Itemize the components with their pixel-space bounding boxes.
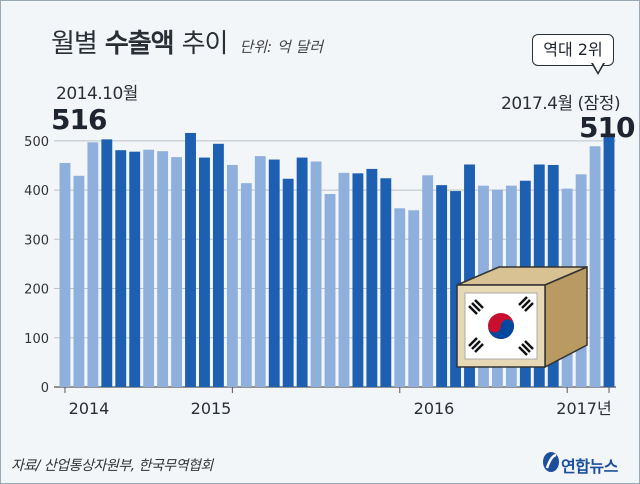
bar-2014.7 [143,149,155,387]
y-tick-label: 500 [24,135,49,150]
title-part-trend: 추이 [181,29,229,59]
title-part-exports: 수출액 [104,29,175,59]
rank-bubble: 역대 2위 [532,34,614,66]
bar-2015.9 [338,172,350,387]
source-credit: 자료/ 산업통상자원부, 한국무역협회 [11,458,213,474]
chart-title: 월별 수출액 추이 단위: 억 달러 [51,23,323,60]
bar-2014.2 [73,175,85,387]
bar-2015.11 [366,168,378,387]
bar-2014.12 [212,143,224,387]
bar-2017.4 [603,135,615,387]
bar-2015.4 [268,159,280,387]
title-part-monthly: 월별 [51,29,98,59]
bar-2015.6 [296,157,308,387]
bar-2015.1 [226,164,238,387]
y-tick-label: 0 [41,381,49,396]
bar-2016.4 [436,185,448,387]
first-record-label: 2014.10월 [56,84,138,104]
bar-2016.1 [394,208,406,387]
x-year-label: 2014 [69,399,110,418]
bar-2015.7 [310,161,322,387]
x-year-label: 2015 [191,399,232,418]
x-year-label: 2017년 [556,399,611,418]
bar-2014.9 [171,157,183,387]
bar-2014.10 [185,132,196,387]
bar-2015.5 [282,178,294,387]
bar-2015.2 [240,183,252,387]
yonhap-logo-text: 연합뉴스 [561,457,618,476]
x-year-label: 2016 [414,399,455,418]
bar-2014.1 [59,163,71,387]
rank-bubble-tail-inner [593,63,603,72]
bar-2016.3 [422,175,434,387]
bar-2014.11 [199,157,210,387]
y-tick-label: 300 [24,233,49,248]
bar-2014.3 [87,142,99,387]
bar-2014.5 [115,150,127,387]
bar-2016.5 [450,191,462,387]
bar-2016.2 [408,210,420,387]
latest-record-label: 2017.4월 (잠정) [501,94,621,114]
bar-2014.8 [157,151,169,387]
bar-2016.6 [464,164,475,387]
latest-record-value: 510 [579,111,635,144]
bar-2014.4 [101,139,113,387]
unit-label: 단위: 억 달러 [239,38,324,56]
bar-2015.10 [352,173,364,387]
yonhap-logo-icon [543,452,559,472]
export-box-flag-icon [456,265,588,369]
bar-2015.3 [254,156,266,387]
y-tick-label: 200 [24,283,49,298]
y-tick-label: 400 [24,184,49,199]
bar-2015.8 [324,194,336,387]
first-record-value: 516 [51,103,107,136]
bar-2015.12 [380,178,392,387]
bar-2014.6 [129,151,141,387]
y-tick-label: 100 [24,332,49,347]
bar-2017.3 [589,146,601,387]
